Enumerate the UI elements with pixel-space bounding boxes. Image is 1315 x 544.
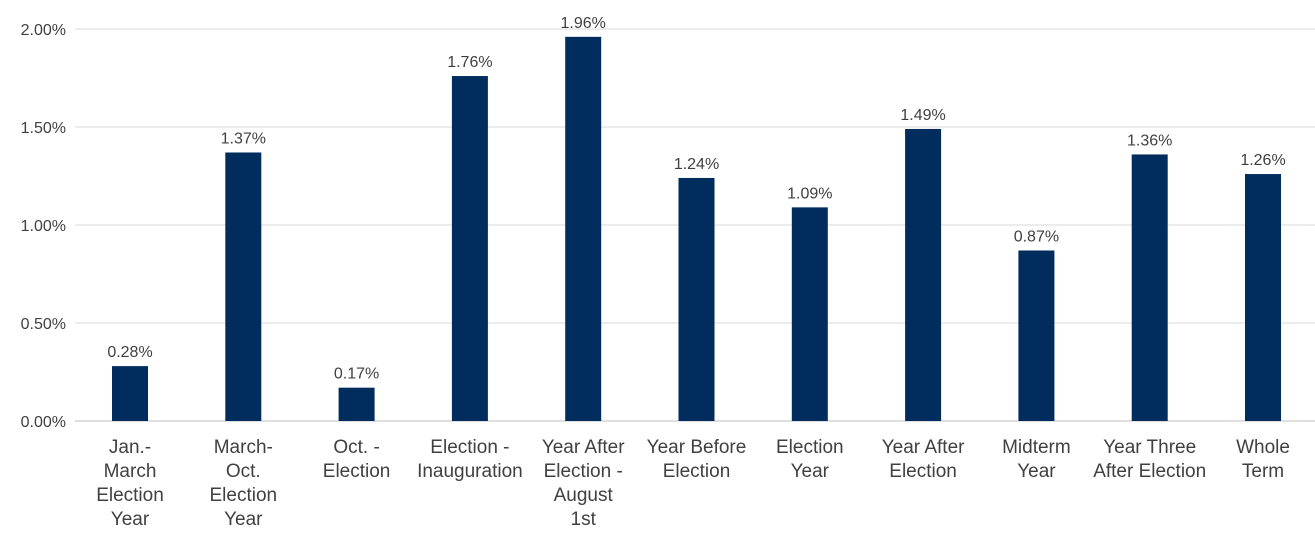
data-label: 0.87% [1014, 228, 1059, 245]
y-tick-label: 0.50% [21, 316, 66, 333]
x-tick-label: Year After Election [882, 437, 965, 482]
bar [112, 366, 148, 421]
data-label: 1.96% [561, 15, 606, 32]
data-label: 0.28% [107, 344, 152, 361]
y-tick-label: 1.50% [21, 120, 66, 137]
data-label: 1.24% [674, 156, 719, 173]
data-label: 0.17% [334, 366, 379, 383]
x-axis: Jan.-March Election Year March-Oct. Election… [96, 437, 1290, 530]
bar [1018, 250, 1055, 421]
y-tick-label: 2.00% [21, 22, 66, 39]
data-label: 1.76% [447, 54, 492, 71]
data-label: 1.36% [1127, 132, 1172, 149]
data-label: 1.37% [221, 130, 266, 147]
bar [451, 76, 488, 421]
x-tick-label: Year Before Election [647, 437, 747, 482]
x-tick-label: Midterm Year [1002, 437, 1071, 482]
bar [565, 36, 602, 422]
y-axis: 0.00% 0.50% 1.00% 1.50% 2.00% [21, 22, 66, 431]
data-label: 1.49% [900, 107, 945, 124]
x-tick-label: Year Three After Election [1093, 437, 1206, 482]
bar [338, 387, 375, 421]
x-tick-label: Whole Term [1236, 437, 1290, 482]
bar [678, 177, 715, 421]
x-tick-label: March-Oct. Election Year [209, 437, 277, 530]
x-tick-label: Year After Election -August 1st [542, 437, 625, 530]
x-tick-label: Jan.-March Election Year [96, 437, 164, 530]
data-label: 1.09% [787, 185, 832, 202]
bar [1245, 174, 1281, 421]
bar [1131, 154, 1168, 421]
bars [112, 36, 1281, 422]
bar [791, 207, 828, 421]
data-labels: 0.28% 1.37% 0.17% 1.76% 1.96% 1.24% 1.09% 1.49%… [107, 15, 1285, 383]
y-tick-label: 0.00% [21, 414, 66, 431]
x-tick-label: Election Year [776, 437, 844, 482]
bar [225, 152, 262, 422]
y-tick-label: 1.00% [21, 218, 66, 235]
data-label: 1.26% [1240, 152, 1285, 169]
bar [905, 128, 942, 421]
x-tick-label: Oct. -Election [323, 437, 391, 482]
x-tick-label: Election -Inauguration [417, 437, 523, 482]
